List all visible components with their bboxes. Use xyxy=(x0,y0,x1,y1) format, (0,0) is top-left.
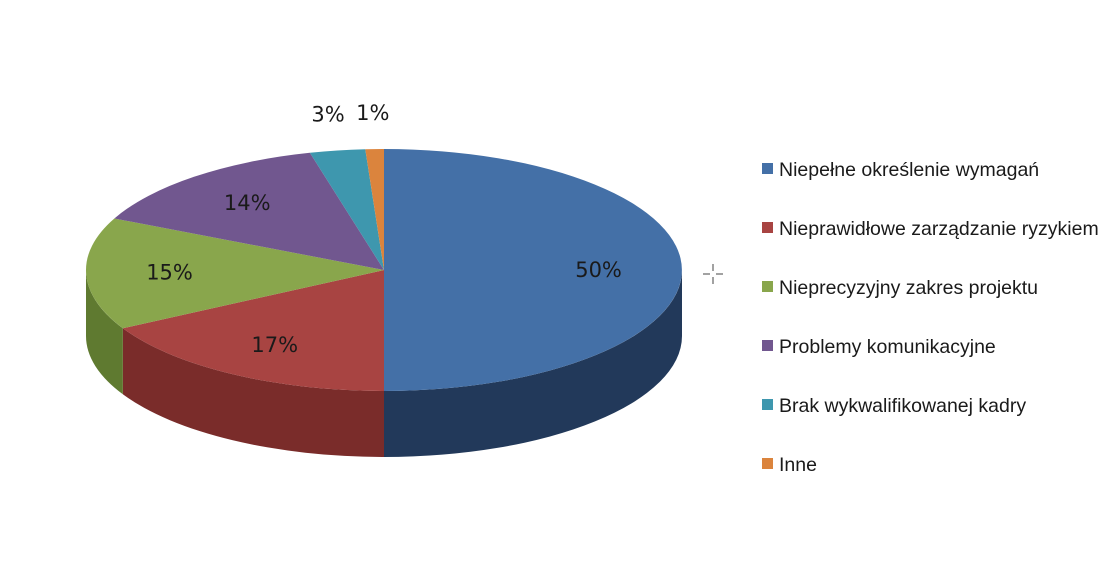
legend-label: Nieprecyzyjny zakres projektu xyxy=(779,277,1039,299)
legend-item-inne: Inne xyxy=(762,453,1102,512)
legend-swatch xyxy=(762,340,773,351)
pie-slice-niepelne-okreslenie-wymagan-side xyxy=(384,270,682,457)
legend-swatch xyxy=(762,399,773,410)
value-label-problemy-komunikacyjne: 14% xyxy=(224,191,271,215)
legend-item-brak-wykwalifikowanej-kadry: Brak wykwalifikowanej kadry xyxy=(762,394,1102,453)
pie-slice-nieprawidlowe-zarzadzanie-ryzykiem-side xyxy=(122,328,385,457)
crosshair-cursor-icon xyxy=(703,264,723,284)
pie-slice-nieprawidlowe-zarzadzanie-ryzykiem xyxy=(122,270,385,391)
legend-swatch xyxy=(762,163,773,174)
value-label-nieprawidlowe-zarzadzanie-ryzykiem: 17% xyxy=(251,333,298,357)
legend-label: Niepełne określenie wymagań xyxy=(779,159,1040,181)
legend-swatch xyxy=(762,222,773,233)
value-label-inne: 1% xyxy=(356,101,389,125)
pie-slice-niepelne-okreslenie-wymagan xyxy=(384,149,682,391)
value-label-niepelne-okreslenie-wymagan: 50% xyxy=(575,258,622,282)
legend-item-problemy-komunikacyjne: Problemy komunikacyjne xyxy=(762,335,1102,394)
chart-legend: Niepełne określenie wymagań Nieprawidłowe… xyxy=(762,158,1102,512)
value-label-nieprecyzyjny-zakres-projektu: 15% xyxy=(146,261,193,285)
legend-swatch xyxy=(762,458,773,469)
legend-item-niepelne-okreslenie-wymagan: Niepełne określenie wymagań xyxy=(762,158,1102,217)
pie-slice-brak-wykwalifikowanej-kadry xyxy=(309,149,384,270)
legend-item-nieprawidlowe-zarzadzanie-ryzykiem: Nieprawidłowe zarządzanie ryzykiem xyxy=(762,217,1102,276)
legend-label: Nieprawidłowe zarządzanie ryzykiem xyxy=(779,218,1099,240)
legend-label: Brak wykwalifikowanej kadry xyxy=(779,395,1027,417)
legend-label: Inne xyxy=(779,454,817,476)
pie-side-walls xyxy=(86,270,682,457)
pie-slice-nieprecyzyjny-zakres-projektu xyxy=(86,218,384,329)
legend-swatch xyxy=(762,281,773,292)
value-label-brak-wykwalifikowanej-kadry: 3% xyxy=(311,103,344,127)
legend-item-nieprecyzyjny-zakres-projektu: Nieprecyzyjny zakres projektu xyxy=(762,276,1102,335)
pie-slice-problemy-komunikacyjne xyxy=(114,152,384,270)
legend-label: Problemy komunikacyjne xyxy=(779,336,996,358)
pie-slices xyxy=(86,149,682,391)
pie-value-labels: 50% 17% 15% 14% 3% 1% xyxy=(146,101,622,357)
pie-slice-nieprecyzyjny-zakres-projektu-side xyxy=(86,270,123,395)
pie-slice-inne xyxy=(365,149,384,270)
